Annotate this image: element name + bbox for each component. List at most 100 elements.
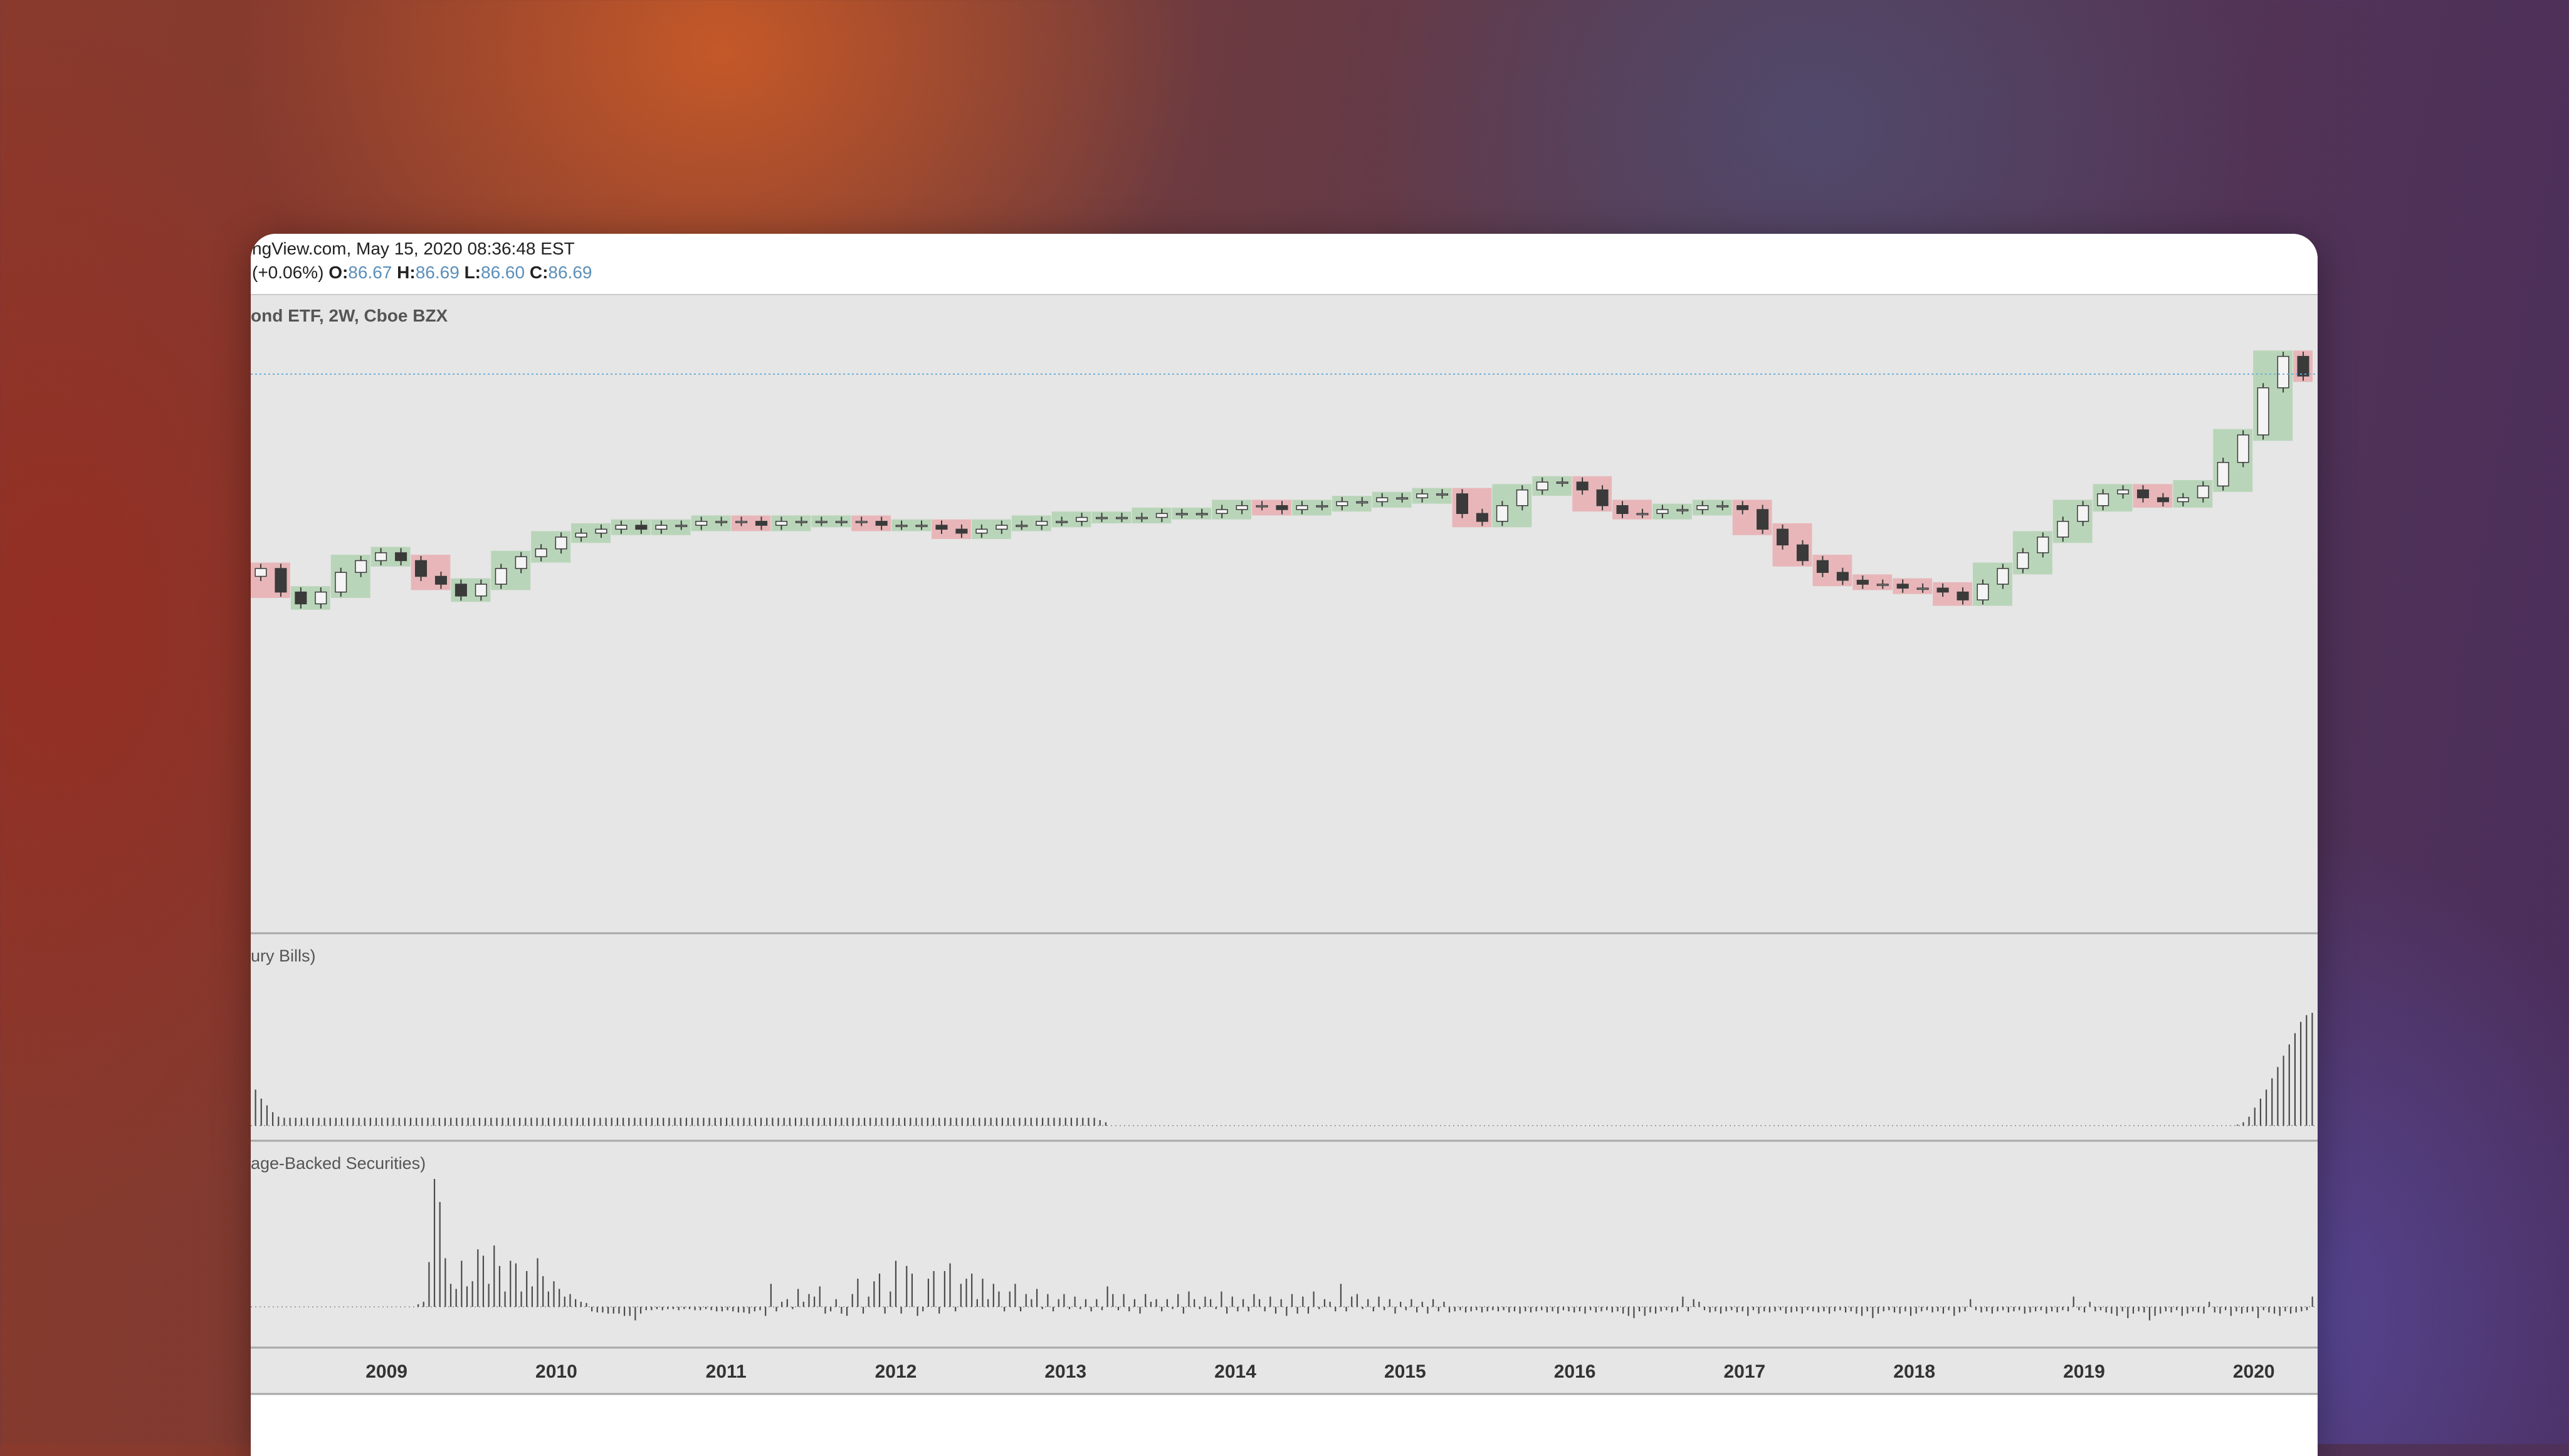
candle-body [735, 521, 748, 523]
candle-body [2097, 493, 2109, 506]
low-label: L: [464, 263, 481, 282]
candle-body [635, 525, 648, 530]
candle-body [1256, 505, 1268, 508]
candle-body [2237, 434, 2249, 463]
candle-body [1416, 493, 1429, 498]
candle-body [2117, 489, 2130, 495]
candle-body [1716, 505, 1729, 508]
candle-body [1135, 516, 1148, 520]
candle-body [1736, 505, 1749, 510]
candle-body [2157, 497, 2169, 503]
time-axis-label: 2014 [1214, 1361, 1256, 1382]
candle-body [1856, 580, 1869, 585]
candle-body [495, 568, 507, 585]
time-axis: 2009 2010 2011 2012 2013 2014 2015 2016 2017 2018… [365, 1361, 2274, 1382]
candle-body [1957, 591, 1969, 600]
candle-body [1376, 497, 1389, 503]
low-value: 86.60 [481, 263, 525, 282]
pane3-title: age-Backed Securities) [251, 1154, 426, 1173]
time-axis-label: 2013 [1044, 1361, 1086, 1382]
chart-svg[interactable]: 2009 2010 2011 2012 2013 2014 2015 2016 2017 2018… [251, 295, 2318, 1456]
time-axis-label: 2017 [1724, 1361, 1766, 1382]
candle-body [1676, 509, 1689, 511]
candle-body [1977, 584, 1989, 600]
candle-body [1236, 505, 1248, 510]
candle-body [1396, 497, 1409, 500]
candle-body [2037, 537, 2049, 553]
chart-window: ngView.com, May 15, 2020 08:36:48 EST (+… [251, 234, 2318, 1456]
open-value: 86.67 [348, 263, 392, 282]
candle-body [1576, 481, 1589, 491]
time-axis-label: 2011 [706, 1361, 747, 1382]
candle-body [1757, 509, 1769, 530]
candle-body [515, 556, 527, 569]
candle-body [275, 568, 287, 593]
candle-body [1095, 516, 1108, 520]
candle-body [335, 572, 347, 593]
open-label: O: [328, 263, 349, 282]
candle-body [1936, 587, 1949, 593]
candle-body [255, 568, 267, 577]
high-label: H: [397, 263, 416, 282]
candle-body [2217, 462, 2229, 487]
candle-body [1195, 513, 1208, 516]
candle-body [1696, 505, 1709, 510]
candle-body [695, 521, 708, 526]
candle-body [835, 521, 848, 523]
candle-body [915, 525, 928, 527]
candle-body [1556, 481, 1568, 484]
candle-body [1036, 521, 1048, 526]
treasury-bills-series [251, 1013, 2318, 1126]
candle-body [2017, 552, 2029, 569]
candle-body [315, 591, 327, 605]
candle-body [1456, 493, 1469, 515]
candle-body [1115, 516, 1128, 520]
snapshot-source-line: ngView.com, May 15, 2020 08:36:48 EST [252, 239, 575, 258]
time-axis-label: 2012 [875, 1361, 917, 1382]
candle-body [1876, 584, 1889, 586]
main-pane-bg [251, 295, 2318, 933]
time-axis-label: 2018 [1893, 1361, 1935, 1382]
change-percent: (+0.06%) [252, 263, 324, 282]
candle-body [575, 532, 587, 538]
candle-body [1777, 528, 1789, 546]
main-pane-title: ond ETF, 2W, Cboe BZX [251, 306, 448, 325]
candle-body [1356, 501, 1369, 504]
ohlc-line: (+0.06%) O:86.67 H:86.69 L:86.60 C:86.69 [252, 263, 592, 283]
candle-body [1796, 544, 1809, 562]
candle-body [555, 537, 567, 550]
candle-body [1436, 493, 1449, 496]
candle-body [2136, 489, 2150, 498]
candle-body [1536, 481, 1548, 491]
candle-body [895, 525, 908, 527]
candle-body [1636, 513, 1649, 516]
candle-body [2297, 355, 2309, 377]
candle-body [715, 521, 728, 523]
candle-body [815, 521, 827, 523]
candle-body [1596, 489, 1609, 506]
candle-body [2257, 387, 2269, 436]
close-label: C: [529, 263, 549, 282]
mbs-series [251, 1179, 2318, 1321]
candle-body [1016, 525, 1028, 527]
high-value: 86.69 [415, 263, 460, 282]
candle-body [535, 548, 547, 557]
candle-body [1896, 584, 1909, 589]
candle-body [1616, 505, 1629, 515]
candle-body [675, 525, 688, 527]
candle-body [1336, 501, 1348, 506]
candle-body [295, 591, 307, 605]
pane2-bg [251, 934, 2318, 1140]
candle-body [1656, 509, 1669, 515]
candle-body [2057, 521, 2069, 538]
candle-body [1816, 560, 1829, 573]
candle-body [935, 525, 948, 530]
candle-body [1076, 516, 1088, 522]
candle-body [475, 584, 487, 597]
time-axis-label: 2020 [2233, 1361, 2275, 1382]
candle-body [1316, 505, 1328, 508]
candle-body [875, 521, 888, 526]
candle-body [395, 552, 407, 562]
candle-body [2077, 505, 2089, 522]
candle-body [1916, 587, 1929, 590]
